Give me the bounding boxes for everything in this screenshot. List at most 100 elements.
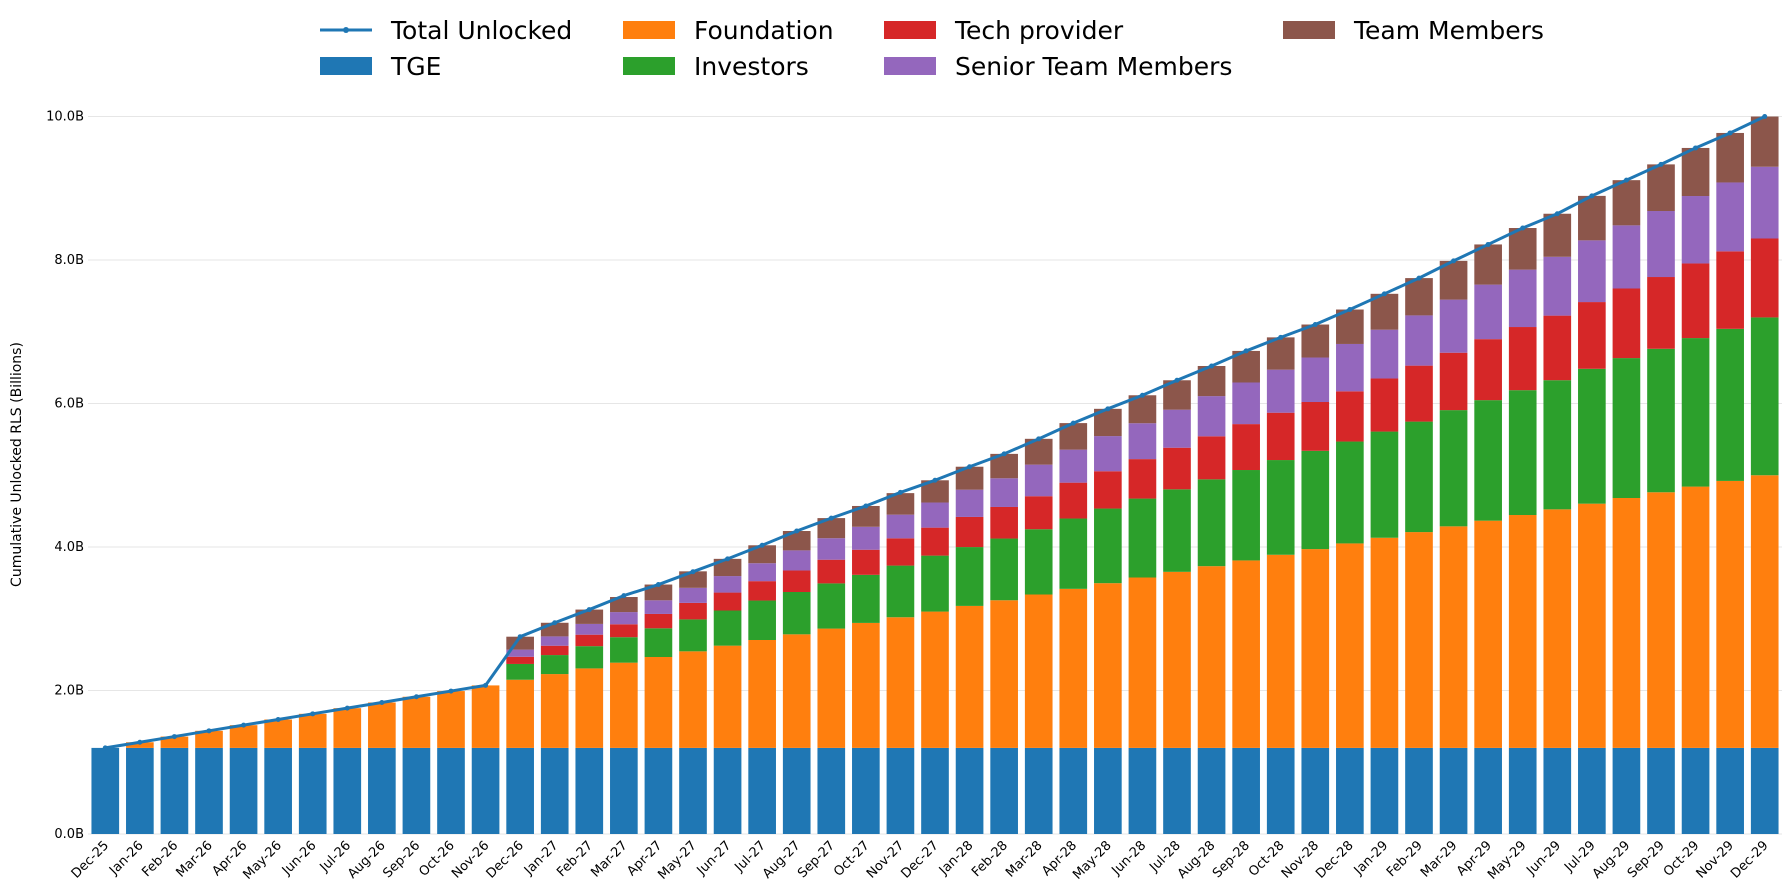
bar-investors [1197, 479, 1226, 567]
x-tick-label: Jan-29 [1351, 838, 1392, 879]
bar-foundation [1059, 588, 1088, 748]
bar-senior-team-members [852, 526, 880, 550]
x-tick-label: Feb-26 [139, 838, 181, 880]
bar-team-members [644, 584, 673, 601]
bar-senior-team-members [886, 514, 915, 539]
x-tick-label: Sep-28 [1210, 838, 1253, 881]
bar-tech-provider [921, 527, 949, 556]
total-unlocked-point [1174, 377, 1180, 383]
total-unlocked-point [1036, 436, 1042, 442]
bar-senior-team-members [575, 623, 604, 635]
x-axis: Dec-25Jan-26Feb-26Mar-26Apr-26May-26Jun-… [69, 838, 1772, 882]
bar-foundation [1750, 475, 1779, 748]
bar-tge [368, 747, 396, 834]
bar-investors [540, 655, 569, 675]
bar-senior-team-members [782, 550, 811, 571]
bar-senior-team-members [1059, 449, 1088, 483]
bar-tech-provider [575, 634, 604, 647]
bar-senior-team-members [1508, 269, 1537, 328]
bar-investors [1716, 328, 1744, 481]
bar-tge [1750, 747, 1779, 834]
bar-investors [713, 610, 742, 646]
bar-team-members [1716, 132, 1744, 183]
bar-tech-provider [886, 538, 915, 566]
x-tick-label: Sep-27 [795, 838, 838, 881]
x-tick-label: Jan-26 [106, 838, 147, 879]
total-unlocked-point [1070, 420, 1076, 426]
bar-investors [1439, 410, 1468, 527]
x-tick-label: Nov-27 [864, 838, 907, 881]
bar-tech-provider [955, 516, 984, 548]
bar-foundation [1232, 560, 1260, 748]
bar-foundation [1094, 583, 1122, 748]
bar-foundation [817, 628, 846, 748]
bar-senior-team-members [506, 649, 534, 657]
bar-foundation [955, 605, 984, 748]
bar-senior-team-members [644, 600, 673, 614]
bar-foundation [298, 713, 327, 748]
bar-tge [126, 747, 154, 834]
x-tick-label: May-28 [1070, 838, 1114, 882]
bar-senior-team-members [990, 478, 1018, 507]
bar-senior-team-members [540, 636, 569, 646]
bar-senior-team-members [1439, 299, 1468, 353]
bar-tge [1266, 747, 1295, 834]
x-tick-label: Dec-26 [484, 838, 527, 881]
legend-label: Senior Team Members [955, 52, 1232, 81]
total-unlocked-point [725, 556, 731, 562]
bar-senior-team-members [713, 576, 742, 593]
bar-investors [886, 565, 915, 618]
total-unlocked-point [1762, 114, 1768, 120]
total-unlocked-point [655, 582, 661, 588]
bar-investors [1647, 348, 1675, 493]
total-unlocked-point [1727, 130, 1733, 136]
bar-senior-team-members [1405, 315, 1433, 366]
total-line [102, 114, 1768, 751]
bar-tech-provider [1301, 402, 1330, 451]
bar-team-members [1578, 195, 1606, 241]
bar-foundation [1612, 498, 1641, 748]
bar-tge [471, 747, 500, 834]
bar-tge [1024, 747, 1053, 834]
legend-swatch [623, 57, 675, 75]
legend-label: Tech provider [954, 16, 1124, 45]
total-unlocked-point [1451, 258, 1457, 264]
x-tick-label: May-27 [655, 838, 699, 882]
bar-investors [817, 583, 846, 629]
bar-investors [921, 555, 949, 612]
bar-tech-provider [782, 570, 811, 592]
bar-tech-provider [1543, 315, 1572, 381]
bar-foundation [1716, 480, 1744, 748]
bar-team-members [1370, 293, 1399, 330]
x-tick-label: Jun-27 [694, 838, 735, 879]
legend-swatch [884, 21, 936, 39]
bar-tge [1612, 747, 1641, 834]
bar-senior-team-members [955, 489, 984, 517]
y-tick-label: 6.0B [54, 397, 84, 412]
bar-tech-provider [852, 549, 880, 575]
bar-senior-team-members [1094, 436, 1122, 472]
total-unlocked-point [1347, 307, 1353, 313]
bar-tge [298, 747, 327, 834]
bar-investors [1750, 317, 1779, 476]
bar-foundation [1301, 549, 1330, 748]
total-unlocked-point [1554, 211, 1560, 217]
bar-foundation [990, 600, 1018, 748]
total-unlocked-point [586, 607, 592, 613]
bar-tech-provider [1128, 459, 1157, 499]
bar-tech-provider [1474, 339, 1502, 401]
x-tick-label: Jun-28 [1109, 838, 1150, 879]
bar-team-members [921, 480, 949, 503]
x-tick-label: Feb-27 [554, 838, 596, 880]
bar-foundation [1439, 526, 1468, 748]
bar-tech-provider [1094, 471, 1122, 509]
x-tick-label: Sep-26 [380, 838, 423, 881]
bar-senior-team-members [748, 563, 776, 582]
bar-investors [1612, 358, 1641, 499]
total-unlocked-point [1209, 363, 1215, 369]
total-unlocked-point [1278, 334, 1284, 340]
bar-investors [955, 547, 984, 606]
bar-team-members [748, 545, 776, 564]
bar-tech-provider [1370, 378, 1399, 432]
bar-foundation [1266, 554, 1295, 748]
